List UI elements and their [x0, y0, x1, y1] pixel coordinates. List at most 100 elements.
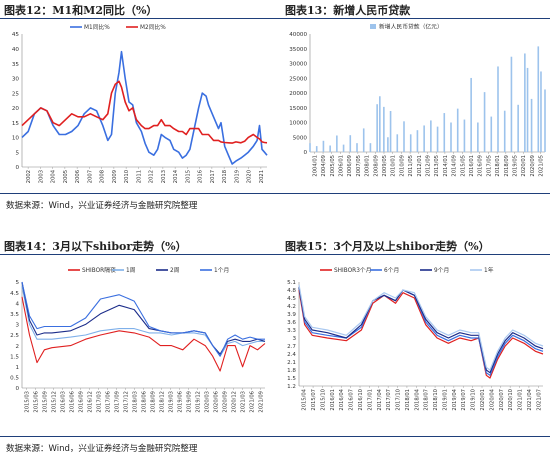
- series-line: [21, 296, 266, 372]
- legend-label: 2周: [170, 267, 180, 274]
- x-tick-label: 2015: [185, 170, 191, 183]
- y-tick-label: 1.5: [287, 376, 296, 382]
- x-tick-label: 2021/07: [536, 389, 542, 411]
- x-tick-label: 2020/06: [214, 391, 220, 413]
- bar: [329, 145, 331, 152]
- y-tick-label: 5: [15, 150, 19, 156]
- x-tick-label: 2017/06: [106, 391, 112, 413]
- legend-label: 1周: [126, 267, 136, 274]
- series-line: [298, 289, 544, 379]
- legend-label: 1个月: [214, 267, 229, 274]
- y-tick-label: 5.1: [287, 280, 296, 286]
- y-tick-label: 2.1: [287, 360, 296, 366]
- legend-label: 1年: [484, 266, 494, 274]
- x-tick-label: 2017/10: [396, 389, 402, 411]
- y-tick-label: 30000: [289, 62, 307, 68]
- bar: [369, 143, 372, 152]
- x-tick-label: 2018/01: [405, 389, 411, 411]
- x-tick-label: 2021/01: [518, 389, 524, 411]
- x-tick-label: 2004/01: [312, 155, 318, 177]
- y-tick-label: 4.5: [10, 291, 19, 297]
- x-tick-label: 2019/03: [169, 391, 175, 413]
- bar: [376, 104, 378, 152]
- y-tick-label: 20000: [289, 91, 307, 97]
- x-tick-label: 2015/07: [311, 389, 317, 411]
- y-tick-label: 3.3: [287, 328, 296, 334]
- x-tick-label: 2006/01: [338, 155, 344, 177]
- x-tick-label: 2017/01: [367, 389, 373, 411]
- y-tick-label: 35: [12, 62, 20, 68]
- bar: [540, 71, 542, 152]
- x-tick-label: 2016/10: [358, 389, 364, 411]
- x-tick-label: 2016: [198, 170, 204, 183]
- chart-title: 图表14：3月以下shibor走势（%）: [4, 240, 187, 253]
- x-tick-label: 2009: [112, 170, 118, 183]
- bar: [396, 134, 399, 152]
- x-tick-label: 2019: [234, 170, 240, 183]
- x-tick-label: 2020/03: [205, 391, 211, 413]
- y-tick-label: 4.5: [287, 296, 296, 302]
- new-loans-chart: 0 5000 10000 15000 20000 25000 30000 35000 40000…: [289, 23, 546, 177]
- bar: [443, 113, 446, 152]
- series-line: [21, 80, 268, 144]
- y-tick-label: 15000: [289, 106, 307, 112]
- bar: [423, 125, 425, 152]
- x-tick-label: 2015/09: [43, 391, 49, 413]
- bar: [497, 66, 499, 152]
- x-tick-label: 2018/09: [504, 155, 510, 177]
- x-tick-label: 2017/05: [486, 155, 492, 177]
- bar: [383, 106, 385, 152]
- chart-panel-shibor-long: 图表15：3个月及以上shibor走势（%） 1.2 1.5 1.8 2.1 2.4 2.…: [275, 226, 550, 431]
- x-tick-label: 2020/01: [480, 389, 486, 411]
- series-line: [298, 287, 544, 376]
- x-tick-label: 2020/01: [521, 155, 527, 177]
- bar: [530, 98, 533, 152]
- title-divider: [275, 254, 550, 255]
- x-tick-label: 2004: [51, 169, 57, 183]
- legend-label: SHIBOR3个月: [334, 267, 372, 274]
- x-tick-label: 2015/06: [34, 391, 40, 413]
- legend-label: M1同比%: [84, 23, 110, 31]
- x-tick-label: 2019/01: [442, 389, 448, 411]
- y-tick-label: 0.5: [10, 376, 19, 382]
- bar: [336, 135, 338, 152]
- x-tick-label: 2012/09: [426, 155, 432, 177]
- x-tick-label: 2018: [222, 170, 228, 183]
- source-note: 数据来源：Wind，兴业证券经济与金融研究院整理: [6, 201, 198, 211]
- x-tick-label: 2021/09: [259, 391, 265, 413]
- x-tick-label: 2008/01: [365, 155, 371, 177]
- x-tick-label: 2020: [247, 170, 253, 183]
- y-tick-label: 20: [12, 106, 20, 112]
- y-tick-label: 2.7: [287, 344, 296, 350]
- title-divider: [0, 254, 275, 255]
- bar: [342, 144, 345, 152]
- series-line: [21, 50, 268, 165]
- x-tick-label: 2016/06: [70, 391, 76, 413]
- x-tick-label: 2011/05: [408, 155, 414, 177]
- bar: [322, 140, 325, 152]
- y-tick-label: 25000: [289, 76, 307, 82]
- bar: [544, 89, 546, 152]
- title-divider: [275, 18, 550, 19]
- x-tick-label: 2010: [124, 170, 130, 183]
- x-tick-label: 2005: [63, 170, 69, 183]
- y-tick-label: 30: [12, 77, 20, 83]
- chart-title: 图表13：新增人民币贷款: [285, 4, 411, 17]
- x-tick-label: 2016/09: [478, 155, 484, 177]
- x-tick-label: 2021: [259, 170, 265, 183]
- bar: [403, 121, 405, 152]
- x-tick-label: 2012/01: [417, 155, 423, 177]
- y-tick-label: 1: [15, 365, 19, 371]
- x-tick-label: 2016/09: [79, 391, 85, 413]
- legend-label: M2同比%: [140, 23, 166, 31]
- x-tick-label: 2018/12: [160, 391, 166, 413]
- x-tick-label: 2018/07: [424, 389, 430, 411]
- x-tick-label: 2016/04: [339, 388, 345, 410]
- x-tick-label: 2016/01: [330, 389, 336, 411]
- x-tick-label: 2017/04: [377, 388, 383, 410]
- bar: [524, 53, 526, 152]
- bar: [430, 120, 432, 152]
- bar: [409, 134, 412, 152]
- chart-panel-shibor-short: 图表14：3月以下shibor走势（%） 0 0.5 1 1.5 2 2.5 3 3.5 4 4.…: [0, 226, 275, 431]
- shibor-long-chart: 1.2 1.5 1.8 2.1 2.4 2.7 3 3.3 3.6 3.9 4.2 4.5 4.8 5.1…: [287, 266, 544, 411]
